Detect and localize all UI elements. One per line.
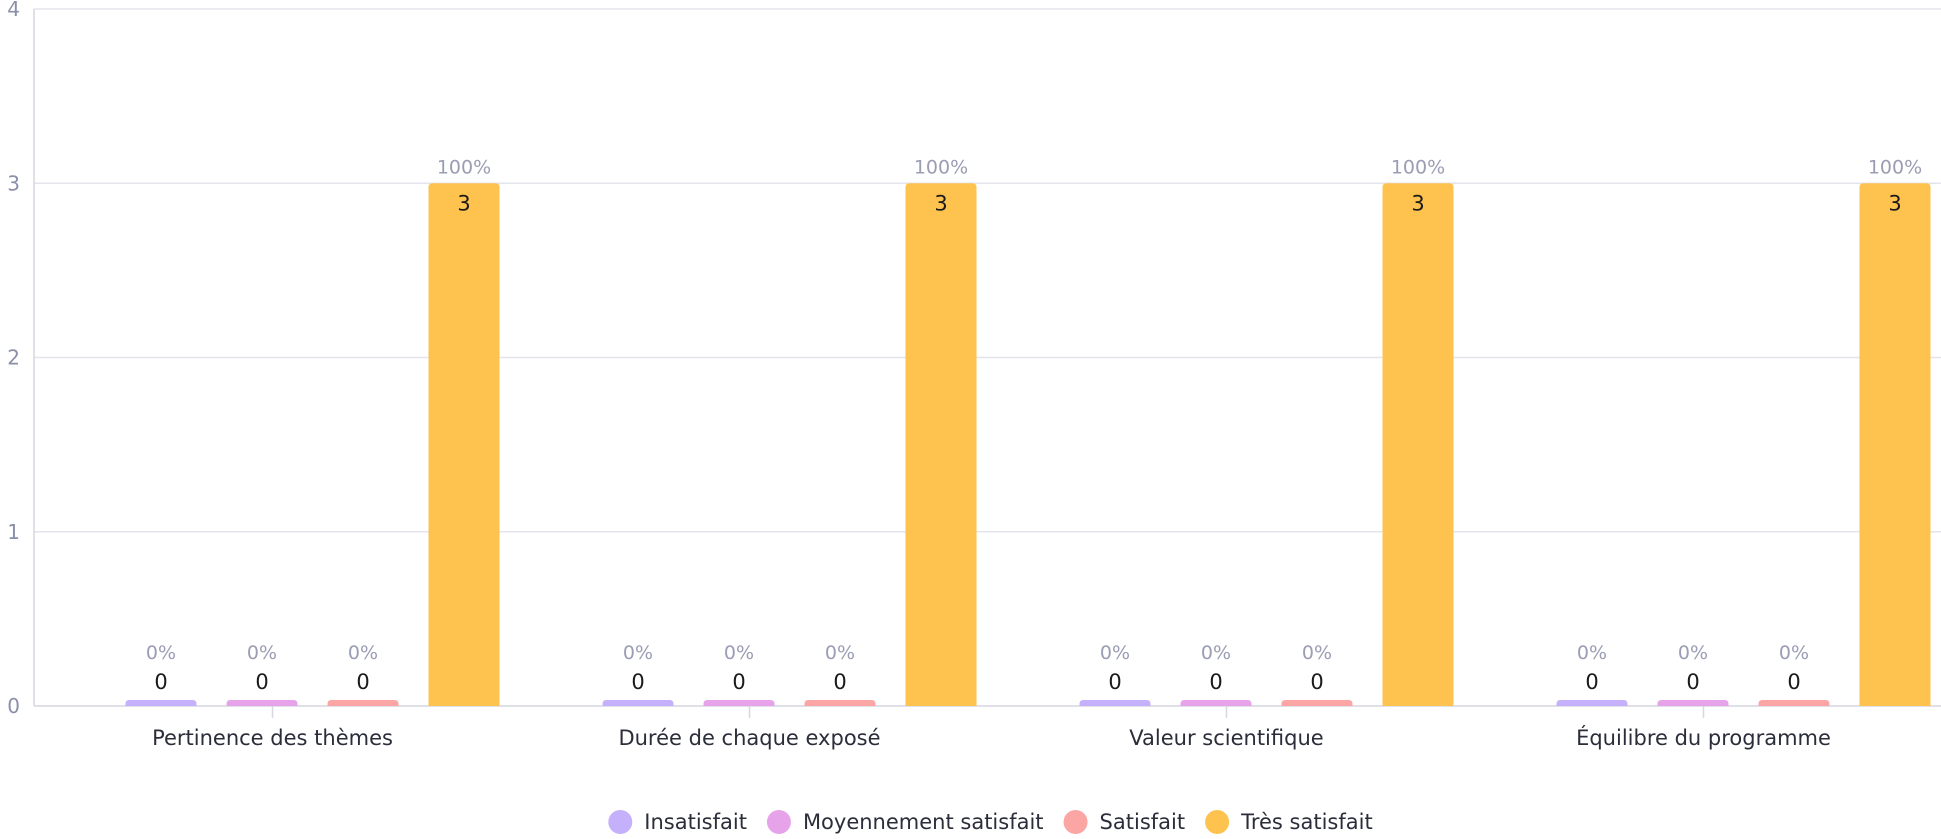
percent-label: 0%	[1100, 642, 1130, 664]
value-label: 3	[1411, 191, 1424, 215]
bar[interactable]	[328, 700, 399, 706]
bar[interactable]	[1080, 700, 1151, 706]
percent-label: 0%	[1577, 642, 1607, 664]
bar[interactable]	[1658, 700, 1729, 706]
percent-label: 100%	[1391, 156, 1445, 178]
bar[interactable]	[1860, 183, 1931, 706]
bar[interactable]	[227, 700, 298, 706]
percent-label: 0%	[146, 642, 176, 664]
legend-swatch	[1205, 810, 1229, 834]
value-label: 3	[457, 191, 470, 215]
legend-swatch	[1064, 810, 1088, 834]
value-label: 0	[255, 670, 268, 694]
axes	[34, 9, 1941, 718]
legend-label: Insatisfait	[644, 810, 747, 834]
value-label: 0	[356, 670, 369, 694]
bar[interactable]	[906, 183, 977, 706]
bar[interactable]	[603, 700, 674, 706]
legend-item[interactable]: Moyennement satisfait	[767, 810, 1044, 834]
value-label: 0	[1686, 670, 1699, 694]
legend-item[interactable]: Très satisfait	[1205, 810, 1373, 834]
value-label: 0	[631, 670, 644, 694]
value-label: 0	[1209, 670, 1222, 694]
legend: Insatisfait Moyennement satisfait Satisfai…	[608, 810, 1372, 834]
bars	[126, 183, 1931, 706]
legend-swatch	[608, 810, 632, 834]
legend-label: Satisfait	[1100, 810, 1186, 834]
y-axis-ticks: 0 1 2 3 4	[7, 0, 20, 718]
y-tick-label: 3	[7, 171, 20, 195]
value-label: 0	[833, 670, 846, 694]
percent-label: 0%	[247, 642, 277, 664]
legend-label: Très satisfait	[1240, 810, 1373, 834]
bar[interactable]	[126, 700, 197, 706]
legend-item[interactable]: Insatisfait	[608, 810, 747, 834]
legend-label: Moyennement satisfait	[803, 810, 1044, 834]
value-label: 3	[934, 191, 947, 215]
x-axis-categories: Pertinence des thèmes Durée de chaque exp…	[152, 725, 1831, 750]
percent-label: 0%	[1678, 642, 1708, 664]
value-label: 0	[154, 670, 167, 694]
x-category-label: Valeur scientifique	[1129, 726, 1323, 750]
y-tick-label: 0	[7, 694, 20, 718]
percent-label: 100%	[1868, 156, 1922, 178]
percent-label: 100%	[914, 156, 968, 178]
legend-item[interactable]: Satisfait	[1064, 810, 1186, 834]
data-labels: 0% 0 0% 0 0% 0 100% 3 0% 0 0% 0 0% 0 100% 3 0% 0 0% 0 0% 0 100…	[146, 156, 1922, 694]
percent-label: 0%	[1779, 642, 1809, 664]
percent-label: 0%	[825, 642, 855, 664]
value-label: 0	[732, 670, 745, 694]
bar[interactable]	[704, 700, 775, 706]
y-tick-label: 1	[7, 520, 20, 544]
value-label: 0	[1310, 670, 1323, 694]
bar[interactable]	[1383, 183, 1454, 706]
value-label: 0	[1108, 670, 1121, 694]
bar[interactable]	[429, 183, 500, 706]
percent-label: 0%	[1302, 642, 1332, 664]
percent-label: 100%	[437, 156, 491, 178]
percent-label: 0%	[724, 642, 754, 664]
percent-label: 0%	[623, 642, 653, 664]
x-category-label: Équilibre du programme	[1576, 725, 1831, 750]
bar[interactable]	[1282, 700, 1353, 706]
x-category-label: Durée de chaque exposé	[618, 726, 880, 750]
bar[interactable]	[1557, 700, 1628, 706]
y-tick-label: 4	[7, 0, 20, 21]
bar[interactable]	[1181, 700, 1252, 706]
legend-swatch	[767, 810, 791, 834]
value-label: 0	[1585, 670, 1598, 694]
y-tick-label: 2	[7, 346, 20, 370]
x-category-label: Pertinence des thèmes	[152, 726, 393, 750]
percent-label: 0%	[1201, 642, 1231, 664]
gridlines	[34, 9, 1941, 532]
value-label: 3	[1888, 191, 1901, 215]
value-label: 0	[1787, 670, 1800, 694]
percent-label: 0%	[348, 642, 378, 664]
bar[interactable]	[805, 700, 876, 706]
bar[interactable]	[1759, 700, 1830, 706]
